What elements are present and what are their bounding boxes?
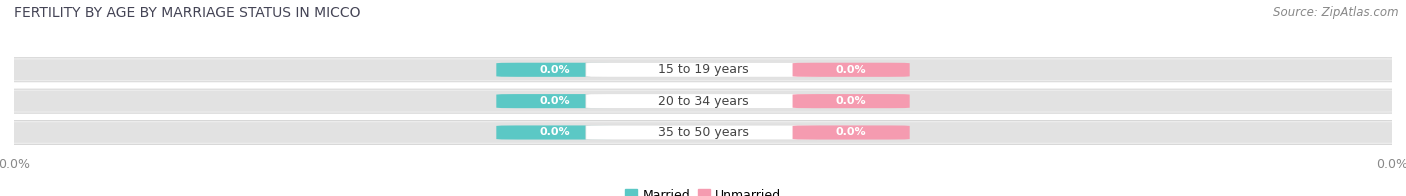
Text: FERTILITY BY AGE BY MARRIAGE STATUS IN MICCO: FERTILITY BY AGE BY MARRIAGE STATUS IN M… [14,6,360,20]
FancyBboxPatch shape [793,63,910,77]
FancyBboxPatch shape [0,60,1406,80]
Text: 0.0%: 0.0% [835,96,866,106]
Text: 0.0%: 0.0% [540,96,571,106]
FancyBboxPatch shape [0,89,1406,113]
FancyBboxPatch shape [586,94,820,109]
FancyBboxPatch shape [793,94,910,108]
Text: 0.0%: 0.0% [540,65,571,75]
FancyBboxPatch shape [0,91,1406,111]
FancyBboxPatch shape [496,125,613,140]
FancyBboxPatch shape [496,94,613,108]
Text: 20 to 34 years: 20 to 34 years [658,95,748,108]
FancyBboxPatch shape [0,122,1406,143]
FancyBboxPatch shape [496,63,613,77]
Text: 0.0%: 0.0% [540,127,571,138]
Text: Source: ZipAtlas.com: Source: ZipAtlas.com [1274,6,1399,19]
Text: 0.0%: 0.0% [835,127,866,138]
FancyBboxPatch shape [586,62,820,77]
FancyBboxPatch shape [793,125,910,140]
Text: 0.0%: 0.0% [835,65,866,75]
FancyBboxPatch shape [586,125,820,140]
FancyBboxPatch shape [0,120,1406,145]
Text: 35 to 50 years: 35 to 50 years [658,126,748,139]
FancyBboxPatch shape [0,58,1406,82]
Text: 15 to 19 years: 15 to 19 years [658,63,748,76]
Legend: Married, Unmarried: Married, Unmarried [620,184,786,196]
